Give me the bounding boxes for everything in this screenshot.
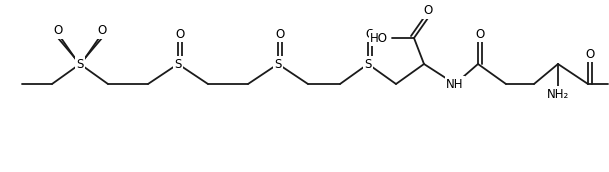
Text: S: S	[274, 57, 282, 71]
Text: O: O	[365, 28, 375, 40]
Text: O: O	[275, 28, 284, 40]
Text: O: O	[423, 4, 432, 18]
Text: S: S	[174, 57, 181, 71]
Text: S: S	[364, 57, 371, 71]
Text: HO: HO	[370, 31, 388, 45]
Text: O: O	[476, 28, 485, 40]
Text: NH: NH	[446, 78, 463, 90]
Text: S: S	[76, 57, 83, 71]
Text: O: O	[97, 24, 107, 37]
Text: O: O	[54, 24, 63, 37]
Text: NH₂: NH₂	[547, 88, 569, 100]
Text: O: O	[175, 28, 185, 40]
Text: O: O	[585, 47, 594, 61]
